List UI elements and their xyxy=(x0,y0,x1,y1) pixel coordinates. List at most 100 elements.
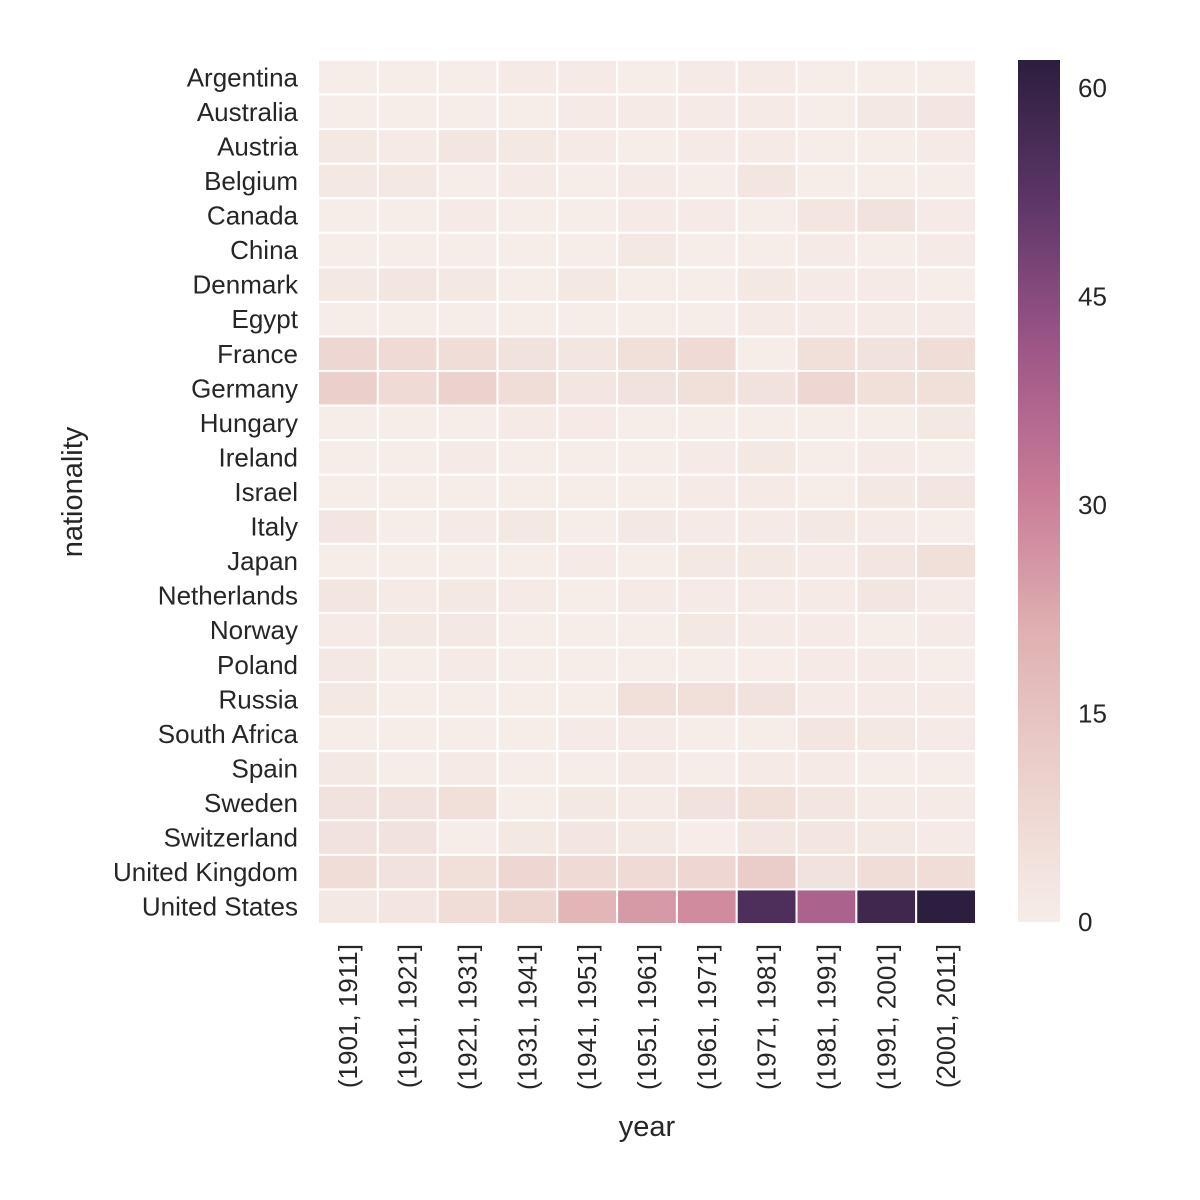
heatmap-cell xyxy=(735,508,798,545)
heatmap-cell xyxy=(376,784,439,822)
heatmap-cell xyxy=(675,473,738,511)
heatmap-cell xyxy=(915,646,978,684)
heatmap-cell xyxy=(496,439,559,476)
row-label: Egypt xyxy=(232,304,299,334)
heatmap-cell xyxy=(915,473,978,511)
heatmap-cell xyxy=(496,162,559,200)
heatmap-cell xyxy=(556,335,619,373)
heatmap-cell xyxy=(616,300,678,338)
heatmap-cell xyxy=(855,508,918,545)
heatmap-cell xyxy=(915,577,978,614)
heatmap-cell xyxy=(436,750,499,787)
heatmap-cell xyxy=(496,681,559,718)
heatmap-cell xyxy=(556,508,619,545)
heatmap-cell xyxy=(675,542,738,580)
heatmap-cell xyxy=(855,577,918,614)
row-label: Norway xyxy=(210,615,298,645)
heatmap-cell xyxy=(556,888,619,926)
heatmap-cell xyxy=(795,750,858,787)
heatmap-cell xyxy=(496,784,559,822)
heatmap-cell xyxy=(556,853,619,891)
heatmap-cell xyxy=(317,404,379,442)
heatmap-cell xyxy=(855,681,918,718)
heatmap-cell xyxy=(735,819,798,856)
heatmap-cell xyxy=(675,370,738,407)
row-label: Israel xyxy=(234,477,298,507)
heatmap-cell xyxy=(735,439,798,476)
heatmap-cell xyxy=(735,681,798,718)
heatmap-cell xyxy=(496,231,559,269)
heatmap-cell xyxy=(915,128,978,165)
colorbar xyxy=(1018,60,1060,922)
heatmap-cell xyxy=(616,162,678,200)
heatmap-cell xyxy=(436,611,499,649)
column-label: (1971, 1981] xyxy=(752,944,782,1090)
heatmap-cell xyxy=(735,646,798,684)
heatmap-cell xyxy=(735,715,798,753)
heatmap-cells xyxy=(317,59,978,926)
heatmap-cell xyxy=(735,473,798,511)
heatmap-cell xyxy=(616,128,678,165)
heatmap-cell xyxy=(616,93,678,131)
heatmap-cell xyxy=(915,750,978,787)
heatmap-cell xyxy=(735,59,798,96)
heatmap-cell xyxy=(855,611,918,649)
heatmap-cell xyxy=(675,93,738,131)
heatmap-cell xyxy=(915,611,978,649)
column-labels: (1901, 1911] (1911, 1921] (1921, 1931] (193… xyxy=(333,944,961,1090)
heatmap-cell xyxy=(376,611,439,649)
heatmap-cell xyxy=(317,128,379,165)
heatmap-cell xyxy=(616,439,678,476)
heatmap-cell xyxy=(376,750,439,787)
heatmap-cell xyxy=(496,128,559,165)
row-label: Poland xyxy=(217,650,298,680)
heatmap-cell xyxy=(855,300,918,338)
colorbar-tick-label: 15 xyxy=(1078,698,1107,728)
heatmap-cell xyxy=(795,404,858,442)
heatmap-cell xyxy=(616,473,678,511)
column-label: (1901, 1911] xyxy=(333,944,363,1088)
heatmap-cell xyxy=(436,542,499,580)
heatmap-cell xyxy=(436,59,499,96)
heatmap-cell xyxy=(915,162,978,200)
heatmap-cell xyxy=(855,93,918,131)
heatmap-cell xyxy=(675,819,738,856)
heatmap-cell xyxy=(317,853,379,891)
heatmap-cell xyxy=(317,300,379,338)
heatmap-cell xyxy=(795,508,858,545)
heatmap-cell xyxy=(915,59,978,96)
heatmap-cell xyxy=(556,128,619,165)
heatmap-cell xyxy=(855,404,918,442)
row-label: Switzerland xyxy=(164,823,298,853)
heatmap-cell xyxy=(855,888,918,926)
column-label: (1921, 1931] xyxy=(453,944,483,1090)
heatmap-cell xyxy=(675,300,738,338)
heatmap-cell xyxy=(855,473,918,511)
heatmap-cell xyxy=(616,197,678,234)
heatmap-cell xyxy=(735,266,798,303)
heatmap-cell xyxy=(317,93,379,131)
heatmap-cell xyxy=(915,335,978,373)
heatmap-cell xyxy=(735,128,798,165)
heatmap-cell xyxy=(556,59,619,96)
heatmap-cell xyxy=(915,266,978,303)
heatmap-cell xyxy=(795,715,858,753)
row-label: Sweden xyxy=(204,788,298,818)
heatmap-cell xyxy=(735,370,798,407)
heatmap-cell xyxy=(855,784,918,822)
heatmap-cell xyxy=(855,231,918,269)
heatmap-cell xyxy=(556,577,619,614)
row-label: France xyxy=(217,339,298,369)
heatmap-cell xyxy=(317,646,379,684)
heatmap-cell xyxy=(376,508,439,545)
heatmap-cell xyxy=(496,59,559,96)
heatmap-cell xyxy=(436,853,499,891)
heatmap-cell xyxy=(795,370,858,407)
colorbar-gradient xyxy=(1018,60,1060,922)
heatmap-cell xyxy=(795,59,858,96)
heatmap-cell xyxy=(616,231,678,269)
heatmap-cell xyxy=(735,93,798,131)
heatmap-cell xyxy=(855,542,918,580)
heatmap-cell xyxy=(556,300,619,338)
heatmap-cell xyxy=(376,231,439,269)
